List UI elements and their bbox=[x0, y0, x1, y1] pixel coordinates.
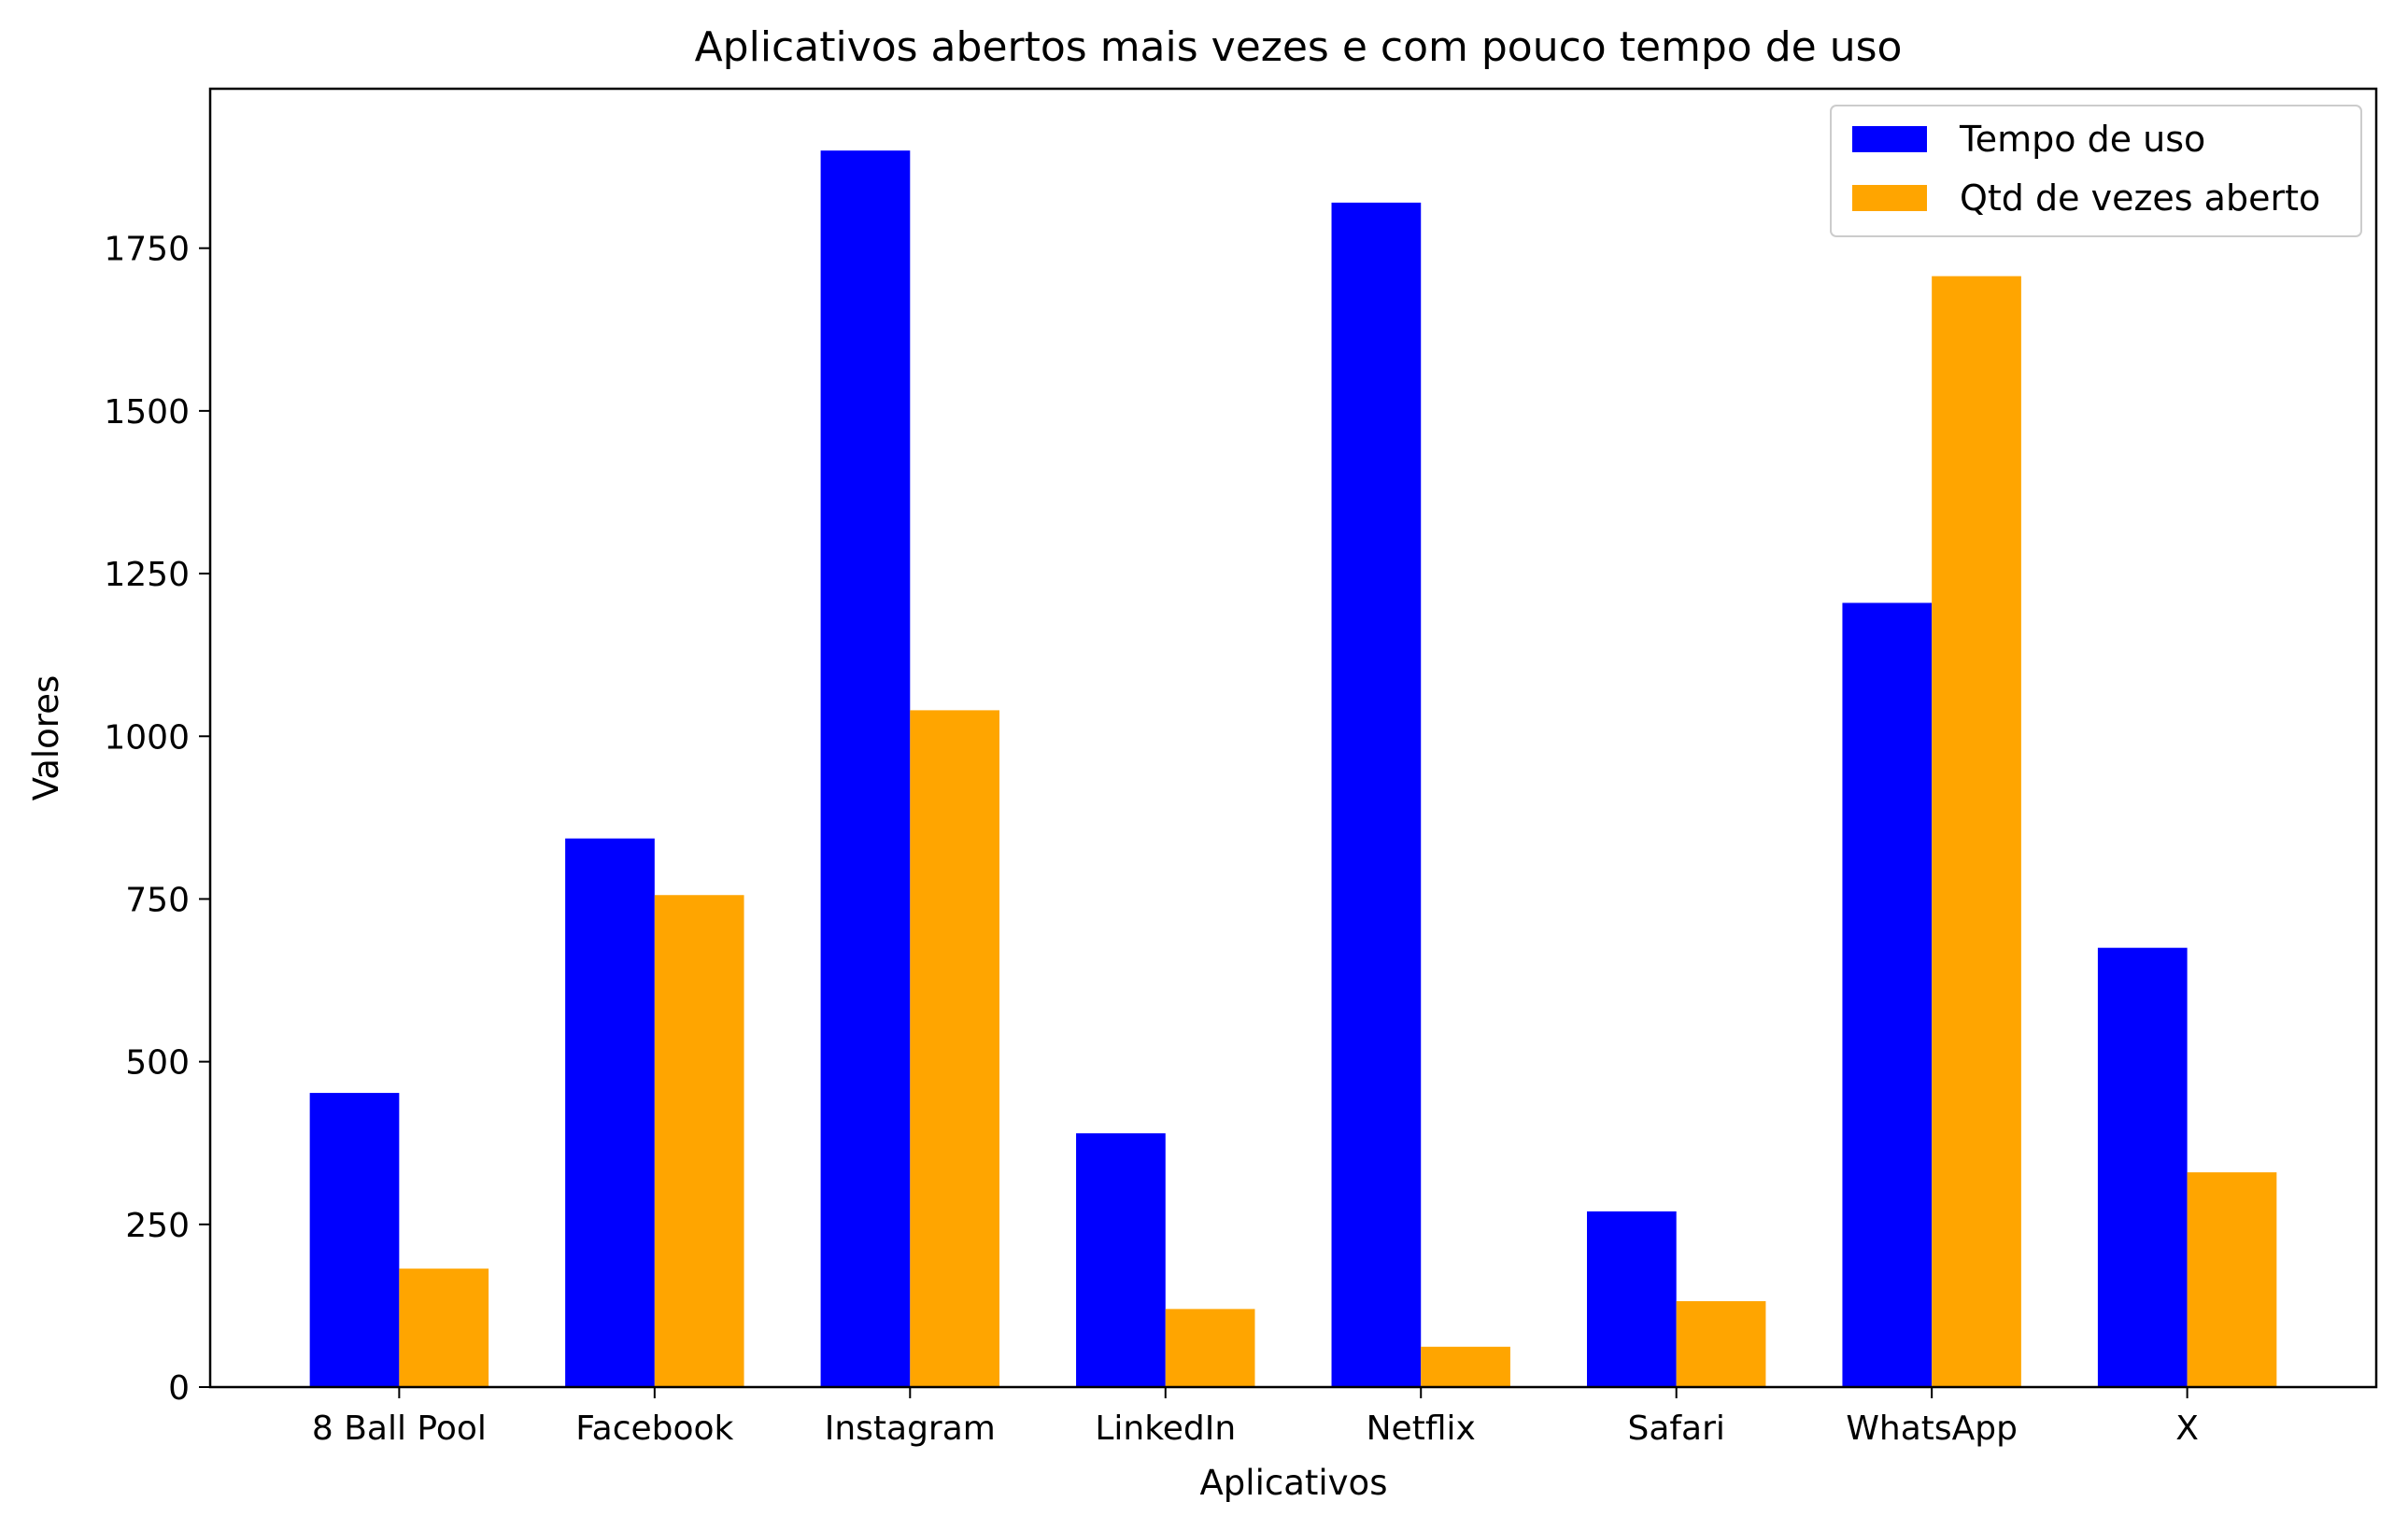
x-tick-label-facebook: Facebook bbox=[575, 1410, 733, 1448]
bar-qtd-de-vezes-aberto-netflix bbox=[1421, 1346, 1510, 1387]
x-tick-label-instagram: Instagram bbox=[825, 1410, 996, 1448]
bar-qtd-de-vezes-aberto-safari bbox=[1676, 1301, 1766, 1387]
bar-qtd-de-vezes-aberto-linkedin bbox=[1165, 1309, 1255, 1387]
x-tick-label-8-ball-pool: 8 Ball Pool bbox=[312, 1410, 487, 1448]
bar-tempo-de-uso-whatsapp bbox=[1842, 602, 1933, 1387]
bar-qtd-de-vezes-aberto-x bbox=[2187, 1172, 2277, 1387]
legend-frame bbox=[1830, 105, 2362, 237]
x-tick-label-safari: Safari bbox=[1627, 1410, 1724, 1448]
y-tick-label: 1500 bbox=[104, 393, 190, 432]
y-tick-label: 500 bbox=[125, 1044, 190, 1083]
bar-tempo-de-uso-facebook bbox=[565, 838, 655, 1387]
y-tick-label: 750 bbox=[125, 881, 190, 919]
bar-tempo-de-uso-8-ball-pool bbox=[309, 1093, 400, 1387]
y-tick-label: 0 bbox=[168, 1369, 190, 1408]
plot-frame bbox=[208, 87, 2378, 1389]
legend: Tempo de uso Qtd de vezes aberto bbox=[1830, 105, 2362, 237]
legend-label-qtd-de-vezes-aberto: Qtd de vezes aberto bbox=[1960, 177, 2320, 219]
y-tick-label: 1000 bbox=[104, 718, 190, 757]
x-axis: 8 Ball Pool Facebook Instagram LinkedIn Netf… bbox=[312, 1387, 2199, 1448]
bar-qtd-de-vezes-aberto-whatsapp bbox=[1932, 276, 2021, 1387]
legend-label-tempo-de-uso: Tempo de uso bbox=[1959, 119, 2205, 160]
y-axis-label: Valores bbox=[26, 675, 66, 800]
y-tick-label: 1750 bbox=[104, 231, 190, 269]
x-tick-label-x: X bbox=[2175, 1410, 2199, 1448]
legend-swatch-tempo-de-uso bbox=[1852, 126, 1927, 152]
legend-swatch-qtd-de-vezes-aberto bbox=[1852, 185, 1927, 211]
bar-qtd-de-vezes-aberto-8-ball-pool bbox=[399, 1268, 489, 1387]
y-tick-label: 1250 bbox=[104, 556, 190, 594]
x-tick-label-linkedin: LinkedIn bbox=[1095, 1410, 1236, 1448]
y-tick-label: 250 bbox=[125, 1207, 190, 1245]
bars-group bbox=[309, 150, 2277, 1388]
y-axis: 0 250 500 750 1000 1250 1500 1750 bbox=[104, 231, 210, 1408]
bar-tempo-de-uso-linkedin bbox=[1076, 1133, 1166, 1387]
bar-tempo-de-uso-safari bbox=[1586, 1211, 1677, 1387]
bar-qtd-de-vezes-aberto-instagram bbox=[910, 710, 1000, 1387]
bar-tempo-de-uso-instagram bbox=[820, 150, 911, 1388]
chart-title: Aplicativos abertos mais vezes e com pou… bbox=[695, 23, 1903, 71]
x-tick-label-netflix: Netflix bbox=[1367, 1410, 1476, 1448]
bar-qtd-de-vezes-aberto-facebook bbox=[654, 895, 744, 1387]
x-axis-label: Aplicativos bbox=[1200, 1463, 1388, 1503]
bar-tempo-de-uso-netflix bbox=[1331, 202, 1422, 1388]
bar-tempo-de-uso-x bbox=[2097, 947, 2188, 1387]
x-tick-label-whatsapp: WhatsApp bbox=[1846, 1410, 2018, 1448]
